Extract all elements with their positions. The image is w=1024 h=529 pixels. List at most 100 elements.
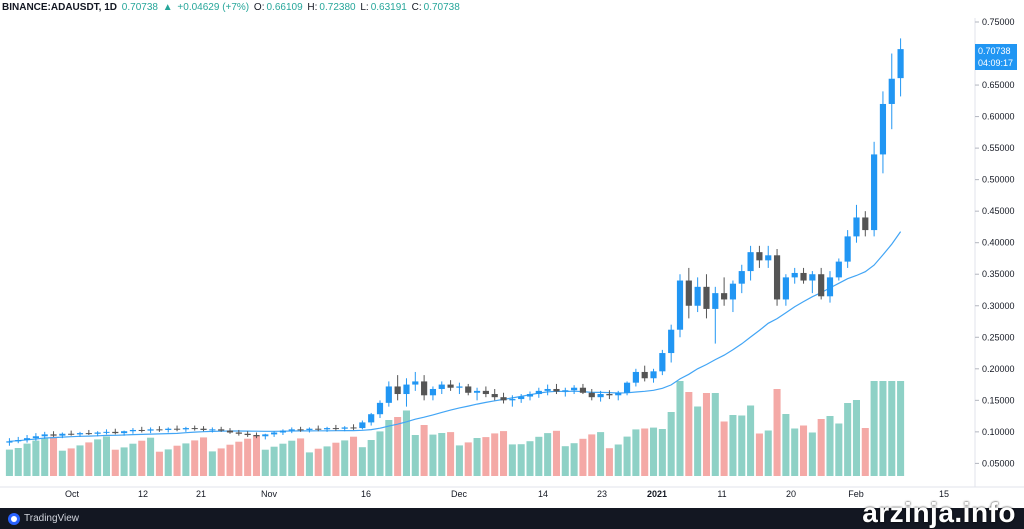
tradingview-logo[interactable]: TradingView <box>8 511 79 526</box>
candle <box>818 267 825 300</box>
volume-bar <box>111 449 119 476</box>
candle-body <box>606 394 613 396</box>
volume-bar <box>279 443 287 476</box>
candle <box>385 381 392 407</box>
volume-bar <box>544 433 552 476</box>
low-label: L: <box>360 2 369 13</box>
volume-bar <box>420 425 428 476</box>
candle-body <box>76 433 84 435</box>
volume-bar <box>517 444 525 476</box>
candle <box>438 381 445 395</box>
time-tick-label: 23 <box>597 489 607 499</box>
candle <box>526 391 534 401</box>
candle <box>729 280 737 313</box>
candle-body <box>403 384 410 395</box>
volume-bar <box>402 410 410 476</box>
candle <box>765 245 772 268</box>
volume-bar <box>826 416 834 476</box>
symbol-label[interactable]: BINANCE:ADAUSDT, 1D <box>2 2 118 13</box>
candle-body <box>482 390 489 395</box>
candle <box>341 426 348 432</box>
candle <box>306 427 313 433</box>
candle-body <box>465 386 472 393</box>
high-value: 0.72380 <box>319 2 356 13</box>
volume-bar <box>314 448 322 476</box>
candle <box>676 274 684 338</box>
volume-bar <box>791 428 799 476</box>
price-tick-label: 0.50000 <box>982 175 1015 185</box>
volume-bar <box>738 415 746 476</box>
candle <box>332 424 339 431</box>
time-tick-label: Dec <box>451 489 468 499</box>
time-tick-label: 21 <box>196 489 206 499</box>
candle-body <box>421 381 428 396</box>
candle <box>368 412 375 426</box>
volume-bar <box>747 405 755 476</box>
volume-bar <box>261 449 269 476</box>
close-value: 0.70738 <box>423 2 460 13</box>
volume-bar <box>650 427 658 476</box>
candle <box>32 433 39 441</box>
candle-body <box>703 286 710 309</box>
candle-body <box>835 261 842 278</box>
candle-body <box>182 428 189 430</box>
price-tick-label: 0.40000 <box>982 238 1015 248</box>
candle-body <box>800 272 807 281</box>
candle-body <box>456 386 463 388</box>
price-tick-label: 0.20000 <box>982 364 1015 374</box>
candle <box>59 432 66 439</box>
candle-body <box>826 277 834 297</box>
candle <box>721 277 728 306</box>
volume-bar <box>685 392 693 476</box>
candle-body <box>862 217 869 231</box>
price-axis[interactable]: 0.750000.700000.650000.600000.550000.500… <box>975 17 1015 468</box>
volume-bar <box>164 449 172 476</box>
volume-bar <box>711 393 719 476</box>
candle-body <box>209 429 216 431</box>
volume-bar <box>191 440 199 476</box>
time-tick-label: Feb <box>848 489 864 499</box>
candle <box>218 426 225 432</box>
candle <box>535 387 542 398</box>
candle-body <box>59 433 66 436</box>
candle-body <box>112 431 119 434</box>
candle <box>191 425 198 431</box>
candle <box>897 38 904 97</box>
candle-body <box>147 429 154 431</box>
time-axis[interactable]: Oct 12 21 Nov 16 Dec 14 23 2021 11 20 Feb 15 <box>65 489 949 499</box>
volume-bar <box>32 440 40 476</box>
time-tick-label: 11 <box>717 489 726 499</box>
candle <box>888 53 895 130</box>
candle <box>641 365 648 382</box>
candle-body <box>226 430 234 433</box>
candle <box>323 426 331 432</box>
volume-bar <box>720 421 728 476</box>
candle-body <box>173 428 181 430</box>
candle <box>156 426 163 432</box>
candle <box>244 431 251 437</box>
candle <box>500 392 507 404</box>
volume-bar <box>429 434 437 476</box>
price-chart[interactable]: 0.750000.700000.650000.600000.550000.500… <box>0 0 1024 508</box>
candle-body <box>218 429 225 431</box>
candle <box>482 386 489 398</box>
volume-bar <box>508 444 516 476</box>
candle-body <box>668 329 675 354</box>
candle-body <box>315 428 322 430</box>
candle-body <box>615 392 622 396</box>
candle <box>376 400 384 418</box>
candle-body <box>738 271 745 284</box>
close-label: C: <box>411 2 422 13</box>
volume-bar <box>50 436 58 476</box>
candle <box>473 387 481 401</box>
symbol-info-bar: BINANCE:ADAUSDT, 1D 0.70738 ▲ +0.04629 (… <box>0 0 1024 18</box>
candle <box>800 267 807 284</box>
candle <box>588 388 595 401</box>
high-label: H: <box>307 2 318 13</box>
candle <box>650 368 657 383</box>
price-tick-label: 0.45000 <box>982 206 1015 216</box>
volume-bar <box>129 443 137 476</box>
candle <box>862 211 869 237</box>
candle <box>544 384 551 396</box>
price-tick-label: 0.35000 <box>982 269 1015 279</box>
